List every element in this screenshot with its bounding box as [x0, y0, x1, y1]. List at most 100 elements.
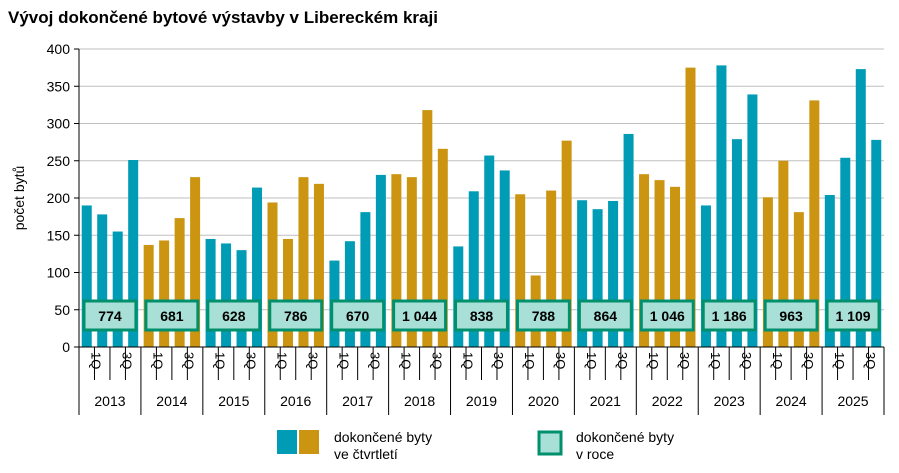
- annual-total-box: [639, 299, 695, 332]
- annual-total-box: [763, 299, 819, 332]
- bar-2020-q1: [515, 194, 526, 347]
- quarter-label: 3Q: [305, 352, 320, 369]
- bar-2020-q3: [546, 190, 557, 347]
- quarter-label: 1Q: [832, 352, 847, 369]
- bar-2020-q4: [561, 140, 572, 347]
- annual-total-box: [144, 299, 200, 332]
- quarter-label: 3Q: [677, 352, 692, 369]
- bar-2023-q4: [747, 94, 758, 347]
- legend-swatch-gold: [299, 430, 319, 454]
- y-tick-label: 100: [47, 265, 71, 281]
- quarter-label: 1Q: [584, 352, 599, 369]
- bar-2022-q3: [670, 186, 681, 347]
- annual-total-label: 1 046: [650, 308, 685, 324]
- bar-2018-q4: [437, 148, 448, 347]
- legend-annual-label-2: v roce: [576, 446, 614, 462]
- legend-annual-label: dokončené byty: [576, 429, 674, 445]
- bar-2023-q2: [716, 65, 727, 347]
- quarter-label: 1Q: [151, 352, 166, 369]
- quarter-label: 3Q: [182, 352, 197, 369]
- bar-2016-q1: [267, 202, 278, 347]
- bar-2018-q1: [391, 174, 402, 347]
- annual-total-label: 1 044: [402, 308, 437, 324]
- year-label: 2014: [156, 393, 187, 409]
- bar-2014-q2: [159, 240, 170, 347]
- year-label: 2022: [652, 393, 683, 409]
- quarter-label: 1Q: [398, 352, 413, 369]
- annual-total-box: [701, 299, 757, 332]
- year-label: 2019: [466, 393, 497, 409]
- bar-2013-q1: [81, 205, 92, 347]
- annual-total-label: 864: [594, 308, 618, 324]
- annual-total-box: [825, 299, 881, 332]
- bar-2021-q4: [623, 133, 634, 347]
- bar-2014-q4: [190, 177, 201, 347]
- legend-swatch-annual: [537, 430, 563, 456]
- bar-2014-q1: [143, 244, 154, 347]
- bar-2021-q3: [608, 200, 619, 347]
- quarter-label: 3Q: [553, 352, 568, 369]
- year-label: 2018: [404, 393, 435, 409]
- bar-2013-q3: [112, 231, 123, 347]
- annual-total-label: 628: [222, 308, 246, 324]
- annual-total-label: 1 186: [712, 308, 747, 324]
- legend-swatch-teal: [277, 430, 297, 454]
- bar-2022-q4: [685, 67, 696, 347]
- quarter-label: 1Q: [336, 352, 351, 369]
- y-tick-label: 0: [62, 339, 70, 355]
- bar-2025-q2: [840, 157, 851, 347]
- year-label: 2023: [714, 393, 745, 409]
- bar-2018-q2: [406, 177, 417, 347]
- year-label: 2013: [94, 393, 125, 409]
- year-label: 2020: [528, 393, 559, 409]
- bar-2016-q2: [282, 238, 293, 347]
- annual-total-label: 838: [470, 308, 494, 324]
- bar-2022-q1: [639, 174, 650, 347]
- bar-2015-q4: [252, 187, 263, 347]
- year-label: 2017: [342, 393, 373, 409]
- year-label: 2024: [776, 393, 807, 409]
- annual-total-label: 1 109: [836, 308, 871, 324]
- bar-2024-q1: [762, 197, 773, 347]
- annual-total-box: [392, 299, 448, 332]
- bar-2017-q2: [344, 241, 355, 347]
- quarter-label: 3Q: [863, 352, 878, 369]
- quarter-label: 3Q: [367, 352, 382, 369]
- annual-total-box: [577, 299, 633, 332]
- quarter-label: 1Q: [89, 352, 104, 369]
- legend-quarterly-label-2: ve čtvrtletí: [334, 446, 398, 462]
- bar-2019-q3: [484, 155, 495, 347]
- bar-2014-q3: [174, 218, 185, 347]
- bar-2019-q1: [453, 246, 464, 347]
- y-tick-label: 200: [47, 190, 71, 206]
- annual-total-box: [82, 299, 138, 332]
- quarter-label: 1Q: [275, 352, 290, 369]
- year-label: 2021: [590, 393, 621, 409]
- quarter-label: 1Q: [522, 352, 537, 369]
- bar-2023-q3: [731, 139, 742, 347]
- bar-2025-q1: [824, 195, 835, 347]
- year-label: 2015: [218, 393, 249, 409]
- quarter-label: 3Q: [801, 352, 816, 369]
- y-tick-label: 150: [47, 227, 71, 243]
- annual-total-box: [515, 299, 571, 332]
- bar-2016-q4: [313, 183, 324, 347]
- y-tick-label: 250: [47, 153, 71, 169]
- annual-total-box: [330, 299, 386, 332]
- legend-quarterly-label: dokončené byty: [334, 429, 432, 445]
- quarter-label: 1Q: [646, 352, 661, 369]
- annual-total-label: 774: [98, 308, 122, 324]
- bar-2019-q2: [468, 191, 479, 347]
- quarter-label: 3Q: [491, 352, 506, 369]
- bar-2013-q4: [128, 160, 139, 347]
- y-tick-label: 400: [47, 41, 71, 57]
- annual-total-label: 670: [346, 308, 370, 324]
- bar-2022-q2: [654, 180, 665, 347]
- y-axis-label: počet bytů: [11, 166, 27, 231]
- bar-2024-q3: [793, 212, 804, 347]
- bar-2024-q4: [809, 100, 820, 347]
- year-label: 2016: [280, 393, 311, 409]
- annual-total-box: [454, 299, 509, 332]
- annual-total-box: [206, 299, 262, 332]
